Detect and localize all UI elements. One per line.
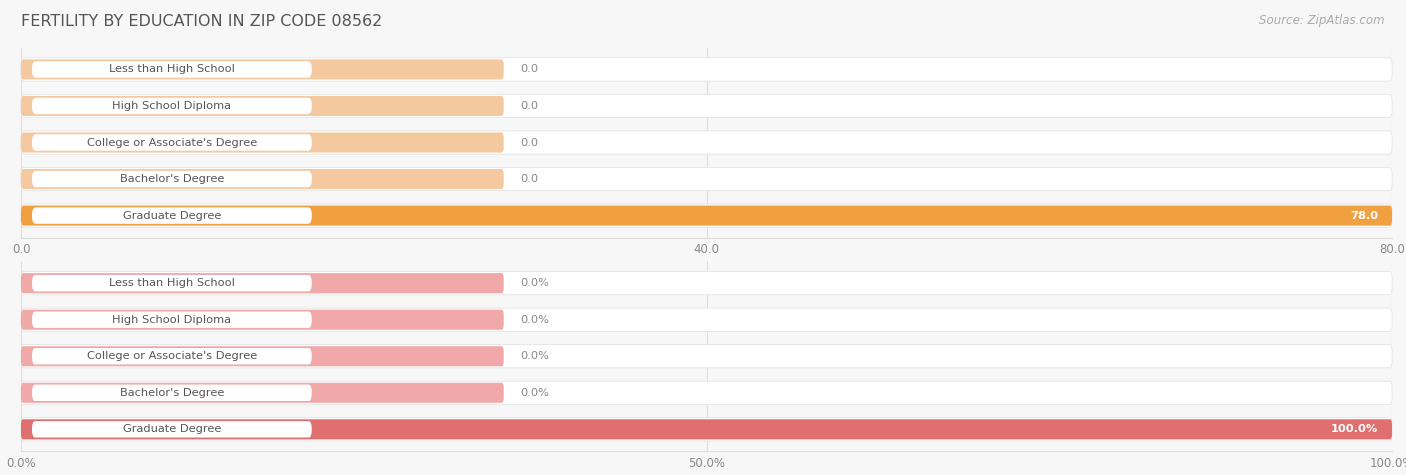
Text: Source: ZipAtlas.com: Source: ZipAtlas.com — [1260, 14, 1385, 27]
FancyBboxPatch shape — [21, 383, 503, 403]
FancyBboxPatch shape — [21, 418, 1392, 441]
FancyBboxPatch shape — [32, 61, 312, 77]
FancyBboxPatch shape — [32, 421, 312, 437]
FancyBboxPatch shape — [21, 169, 503, 189]
Text: 0.0: 0.0 — [520, 65, 538, 75]
FancyBboxPatch shape — [32, 385, 312, 401]
Text: 0.0%: 0.0% — [520, 315, 548, 325]
FancyBboxPatch shape — [32, 208, 312, 224]
Text: 100.0%: 100.0% — [1331, 424, 1378, 434]
Text: 78.0: 78.0 — [1350, 210, 1378, 220]
FancyBboxPatch shape — [32, 348, 312, 364]
FancyBboxPatch shape — [32, 171, 312, 187]
FancyBboxPatch shape — [21, 58, 1392, 81]
Text: 0.0: 0.0 — [520, 174, 538, 184]
Text: Graduate Degree: Graduate Degree — [122, 424, 221, 434]
FancyBboxPatch shape — [21, 310, 503, 330]
FancyBboxPatch shape — [32, 98, 312, 114]
Text: 0.0%: 0.0% — [520, 351, 548, 361]
FancyBboxPatch shape — [21, 308, 1392, 332]
FancyBboxPatch shape — [21, 59, 503, 79]
FancyBboxPatch shape — [21, 133, 503, 152]
Text: Graduate Degree: Graduate Degree — [122, 210, 221, 220]
FancyBboxPatch shape — [32, 275, 312, 291]
Text: 0.0%: 0.0% — [520, 388, 548, 398]
Text: Bachelor's Degree: Bachelor's Degree — [120, 388, 224, 398]
Text: Less than High School: Less than High School — [108, 278, 235, 288]
FancyBboxPatch shape — [21, 419, 1392, 439]
FancyBboxPatch shape — [21, 272, 1392, 295]
FancyBboxPatch shape — [21, 206, 1392, 226]
FancyBboxPatch shape — [21, 381, 1392, 404]
FancyBboxPatch shape — [21, 345, 1392, 368]
FancyBboxPatch shape — [21, 273, 503, 293]
FancyBboxPatch shape — [21, 167, 1392, 190]
Text: 0.0%: 0.0% — [520, 278, 548, 288]
FancyBboxPatch shape — [21, 96, 503, 116]
FancyBboxPatch shape — [21, 204, 1392, 227]
Text: College or Associate's Degree: College or Associate's Degree — [87, 351, 257, 361]
FancyBboxPatch shape — [21, 346, 503, 366]
Text: FERTILITY BY EDUCATION IN ZIP CODE 08562: FERTILITY BY EDUCATION IN ZIP CODE 08562 — [21, 14, 382, 29]
Text: 0.0: 0.0 — [520, 101, 538, 111]
FancyBboxPatch shape — [32, 312, 312, 328]
Text: Bachelor's Degree: Bachelor's Degree — [120, 174, 224, 184]
Text: High School Diploma: High School Diploma — [112, 101, 232, 111]
FancyBboxPatch shape — [21, 131, 1392, 154]
Text: High School Diploma: High School Diploma — [112, 315, 232, 325]
Text: College or Associate's Degree: College or Associate's Degree — [87, 137, 257, 148]
Text: Less than High School: Less than High School — [108, 65, 235, 75]
Text: 0.0: 0.0 — [520, 137, 538, 148]
FancyBboxPatch shape — [21, 95, 1392, 118]
FancyBboxPatch shape — [32, 134, 312, 151]
